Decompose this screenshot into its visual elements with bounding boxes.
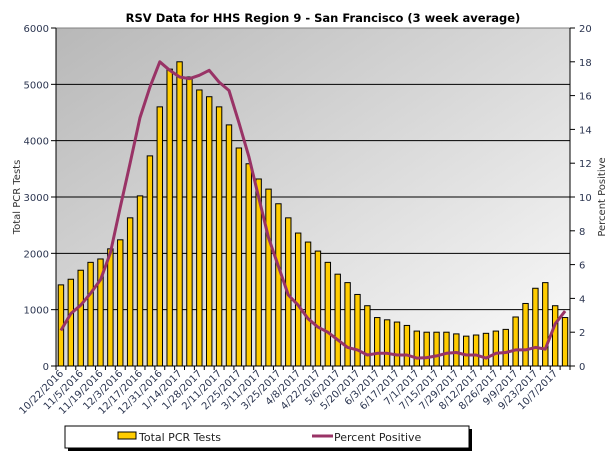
- bar: [108, 249, 113, 366]
- bar: [68, 279, 73, 366]
- y-tick-label: 0: [43, 362, 49, 373]
- bar: [276, 204, 281, 366]
- y2-tick-label: 12: [579, 159, 592, 170]
- bar: [483, 333, 488, 366]
- y2-tick-label: 20: [579, 24, 592, 35]
- bar: [404, 325, 409, 366]
- bar: [543, 283, 548, 366]
- bar: [365, 306, 370, 366]
- bar: [345, 283, 350, 366]
- legend-label-line: Percent Positive: [334, 431, 422, 444]
- bar: [246, 164, 251, 366]
- bar: [325, 262, 330, 366]
- bar: [444, 332, 449, 366]
- bar: [187, 77, 192, 366]
- y2-tick-label: 4: [579, 294, 585, 305]
- bar: [266, 189, 271, 366]
- bar: [562, 318, 567, 366]
- bar: [384, 320, 389, 366]
- y2-tick-label: 10: [579, 193, 592, 204]
- bar: [375, 318, 380, 366]
- chart-title: RSV Data for HHS Region 9 - San Francisc…: [126, 11, 521, 25]
- bar: [513, 317, 518, 366]
- legend-swatch-bars: [118, 432, 136, 439]
- bar: [147, 156, 152, 366]
- legend: Total PCR Tests Percent Positive: [65, 426, 472, 451]
- y2-tick-label: 14: [579, 125, 592, 136]
- bar: [118, 240, 123, 366]
- bar: [226, 125, 231, 366]
- y2-tick-label: 0: [579, 362, 585, 373]
- legend-label-bars: Total PCR Tests: [138, 431, 221, 444]
- y-tick-label: 2000: [24, 249, 49, 260]
- y-tick-label: 4000: [24, 137, 49, 148]
- y2-tick-label: 2: [579, 328, 585, 339]
- bar: [454, 334, 459, 366]
- bar: [157, 107, 162, 366]
- bar: [305, 242, 310, 366]
- bar: [434, 332, 439, 366]
- bar: [503, 329, 508, 366]
- bar: [355, 294, 360, 366]
- bar: [295, 233, 300, 366]
- y-axis-label: Total PCR Tests: [12, 160, 23, 236]
- bar: [523, 303, 528, 366]
- bar: [473, 335, 478, 366]
- bar: [78, 270, 83, 366]
- bar: [236, 148, 241, 366]
- y2-axis-label: Percent Positive: [597, 157, 608, 236]
- y2-tick-label: 18: [579, 58, 592, 69]
- bar: [88, 262, 93, 366]
- bar: [464, 336, 469, 366]
- bar: [167, 69, 172, 366]
- bar: [216, 107, 221, 366]
- y2-tick-label: 8: [579, 227, 585, 238]
- bar: [414, 331, 419, 366]
- y-tick-label: 5000: [24, 80, 49, 91]
- y2-tick-label: 16: [579, 92, 592, 103]
- y-tick-label: 6000: [24, 24, 49, 35]
- bar: [127, 218, 132, 366]
- bar: [335, 274, 340, 366]
- bar: [207, 97, 212, 366]
- bar: [493, 331, 498, 366]
- bar: [137, 196, 142, 366]
- bar: [315, 251, 320, 366]
- bar: [394, 322, 399, 366]
- y-tick-label: 1000: [24, 306, 49, 317]
- y2-tick-label: 6: [579, 261, 585, 272]
- bar: [552, 306, 557, 366]
- bar: [533, 288, 538, 366]
- bar: [424, 332, 429, 366]
- bar: [197, 90, 202, 366]
- y-tick-label: 3000: [24, 193, 49, 204]
- bar: [177, 62, 182, 366]
